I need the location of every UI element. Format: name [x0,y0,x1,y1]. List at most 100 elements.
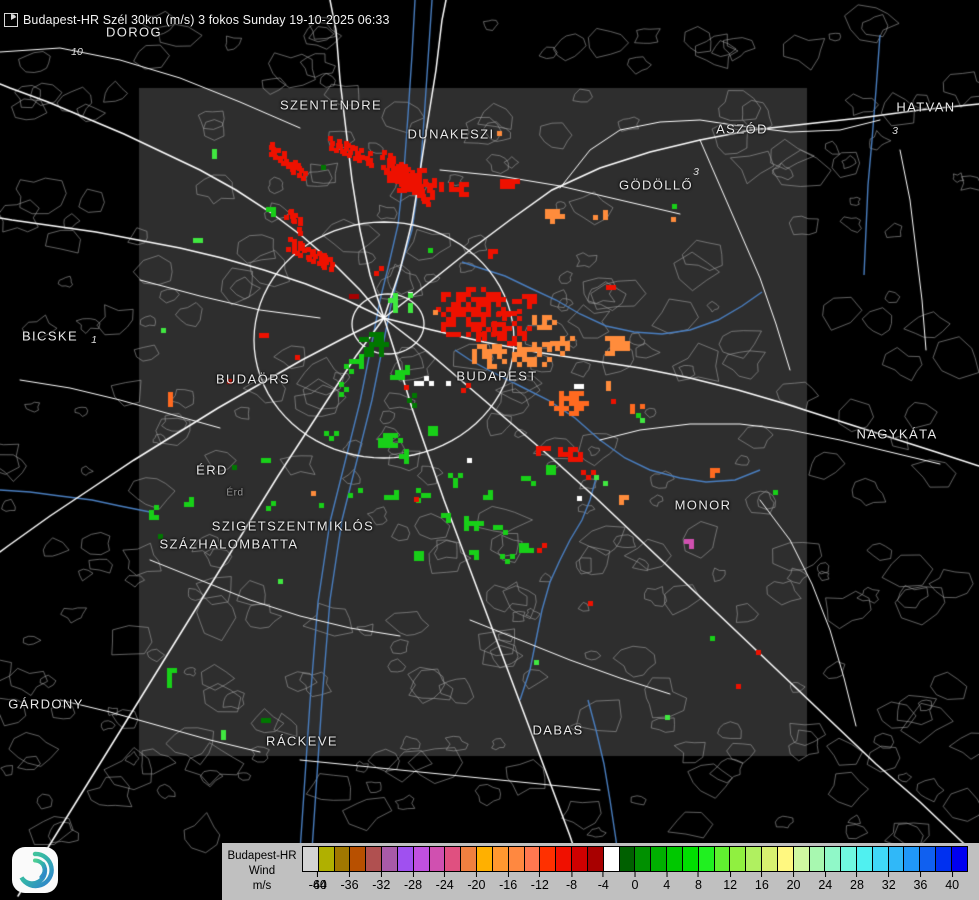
color-swatch-11 [477,847,493,871]
color-swatch-10 [461,847,478,871]
tick-label: -28 [403,878,423,892]
tick-label: -16 [499,878,518,892]
color-swatch-31 [793,847,810,871]
scale-tick--4: -4 [598,872,609,892]
tick-label: 16 [754,878,769,892]
scale-tick--40: -40 [309,872,327,892]
scale-tick--32: -32 [372,872,390,892]
road-number-1: 1 [91,334,97,346]
tick-mark [824,872,826,877]
tick-mark [793,872,795,877]
color-swatch-1 [318,847,335,871]
scale-tick-4: 4 [663,872,670,892]
city-label--rd: Érd [226,487,244,499]
color-swatch-4 [366,847,383,871]
city-label-nagyk-ta: NAGYKÁTA [856,426,938,442]
city-label-buda-rs: BUDAÖRS [215,371,291,387]
tick-label: -20 [467,878,486,892]
tick-label: 28 [850,878,864,892]
city-label-monor: MONOR [674,497,732,513]
tick-mark [317,872,319,877]
tick-label: 20 [786,878,801,892]
tick-mark [349,872,351,877]
tick-mark [444,872,446,877]
city-label-bicske: BICSKE [21,328,79,344]
color-swatch-28 [746,847,763,871]
color-swatch-8 [429,847,446,871]
city-label-g-rdony: GÁRDONY [8,696,84,712]
tick-mark [380,872,382,877]
color-swatch-23 [667,847,683,871]
road-number-3: 3 [892,125,898,137]
color-swatch-40 [936,847,952,871]
tick-label: -24 [435,878,454,892]
city-label-g-d-ll-: GÖDÖLLŐ [618,177,694,193]
color-scale-bar[interactable] [302,846,968,872]
city-label-budapest: BUDAPEST [456,368,538,384]
tick-label: -64 [308,878,327,892]
legend-panel: Budapest-HR Wind m/s -64 -40 -36 -32 -28 -24-… [222,843,979,900]
scale-tick-32: 32 [882,872,896,892]
tick-label: -12 [530,878,549,892]
scale-tick-0: 0 [631,872,639,892]
color-swatch-6 [397,847,414,871]
city-label--rd: ÉRD [196,462,228,478]
cyclone-swirl-logo[interactable] [10,845,60,895]
tick-label: 36 [913,878,928,892]
scale-tick-16: 16 [755,872,769,892]
scale-tick-40: 40 [945,872,959,892]
color-swatch-19 [603,847,620,871]
road-number-10: 10 [71,46,83,58]
city-label-szentendre: SZENTENDRE [279,97,383,113]
color-swatch-21 [635,847,652,871]
scale-tick-12: 12 [723,872,737,892]
tick-mark [666,872,668,877]
scale-tick--8: -8 [566,872,577,892]
color-swatch-36 [872,847,889,871]
color-scale-ticks: -64 -40 -36 -32 -28 -24 -20 -16 -12 -8 -4 0 4 8 12 16 20… [302,872,968,896]
legend-product: Budapest-HR [227,850,297,862]
color-swatch-35 [856,847,873,871]
scale-tick--24: -24 [436,872,454,892]
color-swatch-18 [587,847,604,871]
color-swatch-25 [698,847,715,871]
color-swatch-13 [508,847,525,871]
color-swatch-30 [777,847,794,871]
color-swatch-14 [524,847,541,871]
tick-mark [856,872,858,877]
color-swatch-12 [492,847,509,871]
tick-label: -32 [372,878,391,892]
tick-label: -8 [566,878,578,892]
tick-label: 32 [881,878,896,892]
city-label-szigetszentmikl-s: SZIGETSZENTMIKLÓS [211,518,375,534]
tick-label: 0 [631,878,639,892]
tick-mark [412,872,414,877]
color-swatch-7 [413,847,430,871]
legend-quantity: Wind [248,865,276,877]
road-number-3: 3 [693,166,699,178]
color-swatch-15 [540,847,557,871]
color-swatch-17 [572,847,588,871]
color-swatch-3 [350,847,367,871]
tick-mark [571,872,573,877]
color-swatch-24 [682,847,699,871]
tick-label: -4 [597,878,609,892]
scale-tick--16: -16 [499,872,517,892]
scale-tick-24: 24 [818,872,832,892]
scale-tick--28: -28 [404,872,422,892]
city-label-asz-d: ASZÓD [716,121,768,137]
tick-mark [888,872,890,877]
color-swatch-29 [762,847,778,871]
color-swatch-5 [382,847,398,871]
city-label-sz-zhalombatta: SZÁZHALOMBATTA [159,536,299,552]
scale-tick--12: -12 [531,872,549,892]
color-swatch-26 [714,847,731,871]
color-swatch-16 [556,847,573,871]
tick-label: 24 [818,878,833,892]
tick-mark [602,872,604,877]
city-label-dunakeszi: DUNAKESZI [407,126,495,142]
city-label-dabas: DABAS [532,722,584,738]
tick-mark [507,872,509,877]
scale-tick-8: 8 [695,872,702,892]
